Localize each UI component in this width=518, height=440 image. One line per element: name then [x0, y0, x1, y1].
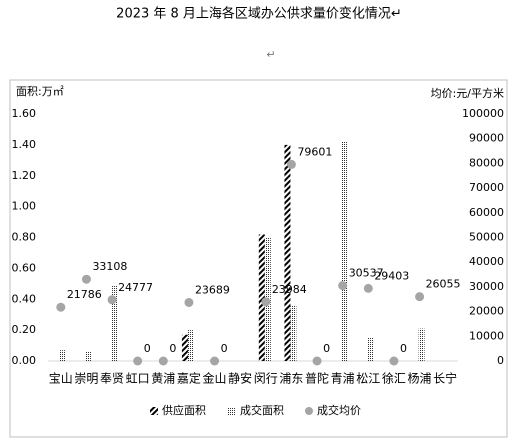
y-tick-label: 0.40 — [12, 292, 37, 305]
data-label: 30537 — [349, 267, 384, 280]
price-point — [286, 159, 296, 169]
y2-tick-label: 30000 — [469, 280, 504, 293]
data-label: 29403 — [374, 269, 409, 282]
price-point — [158, 356, 168, 366]
bar — [258, 234, 265, 361]
legend-swatch — [150, 407, 158, 415]
bar — [59, 350, 66, 361]
y2-tick-label: 90000 — [469, 132, 504, 145]
y2-tick-label: 10000 — [469, 329, 504, 342]
chart-title: 2023 年 8 月上海各区域办公供求量价变化情况↵ — [116, 6, 402, 22]
y2-tick-label: 0 — [497, 354, 504, 367]
bar — [111, 285, 118, 361]
bar — [284, 144, 291, 361]
x-tick-label: 普陀 — [305, 371, 329, 386]
y-tick-label: 0.60 — [12, 261, 37, 274]
legend-label: 成交均价 — [317, 403, 361, 417]
x-tick-label: 松江 — [356, 372, 380, 386]
bar — [187, 330, 194, 361]
price-point — [184, 297, 194, 307]
data-label: 23689 — [195, 283, 230, 296]
price-point — [261, 297, 271, 307]
y2-tick-label: 50000 — [469, 231, 504, 244]
bar — [367, 337, 374, 361]
x-tick-label: 金山 — [203, 371, 227, 386]
y2-tick-label: 70000 — [469, 181, 504, 194]
y-tick-label: 1.60 — [12, 107, 37, 120]
bar — [341, 141, 348, 361]
data-label: 0 — [169, 342, 176, 355]
data-label: 79601 — [297, 145, 332, 158]
bar — [85, 351, 92, 361]
price-point — [107, 295, 117, 305]
legend-swatch — [305, 407, 313, 415]
bar — [418, 328, 425, 361]
x-tick-label: 崇明 — [74, 372, 98, 386]
legend-label: 供应面积 — [162, 403, 206, 417]
y2-tick-label: 60000 — [469, 206, 504, 219]
price-point — [415, 292, 425, 302]
y-tick-label: 1.00 — [12, 200, 37, 213]
y-tick-label: 0.80 — [12, 231, 37, 244]
price-point — [338, 281, 348, 291]
data-label: 0 — [144, 342, 151, 355]
y2-axis-label: 均价:元/平方米 — [431, 86, 504, 100]
x-tick-label: 浦东 — [279, 372, 303, 386]
data-label: 0 — [323, 342, 330, 355]
price-point — [81, 274, 91, 284]
y-axis-label: 面积:万㎡ — [16, 85, 64, 98]
price-point — [133, 356, 143, 366]
price-point — [56, 302, 66, 312]
price-point — [210, 356, 220, 366]
data-label: 33108 — [92, 260, 127, 273]
y-tick-label: 1.40 — [12, 138, 37, 151]
bar — [181, 334, 188, 361]
x-tick-label: 杨浦 — [408, 371, 432, 386]
price-point — [312, 356, 322, 366]
data-label: 24777 — [118, 281, 153, 294]
paragraph-mark: ↵ — [266, 48, 275, 61]
x-tick-label: 虹口 — [126, 372, 150, 386]
y-tick-label: 0.00 — [12, 354, 37, 367]
data-label: 0 — [400, 342, 407, 355]
bar — [290, 305, 297, 361]
y2-tick-label: 80000 — [469, 156, 504, 169]
x-tick-label: 青浦 — [331, 372, 355, 386]
x-tick-label: 黄浦 — [151, 372, 175, 386]
chart-frame — [9, 79, 508, 438]
x-tick-label: 嘉定 — [177, 371, 201, 386]
x-tick-label: 静安 — [228, 371, 252, 386]
data-label: 23984 — [272, 283, 307, 296]
x-tick-label: 宝山 — [49, 372, 73, 386]
x-tick-label: 长宁 — [433, 371, 457, 386]
x-tick-label: 奉贤 — [100, 372, 124, 386]
x-tick-label: 徐汇 — [382, 371, 406, 386]
data-label: 0 — [221, 342, 228, 355]
data-label: 26055 — [426, 278, 461, 291]
x-tick-label: 闵行 — [254, 371, 278, 386]
price-point — [363, 283, 373, 293]
legend-label: 成交面积 — [240, 403, 284, 417]
y-tick-label: 1.20 — [12, 169, 37, 182]
legend-swatch — [228, 407, 236, 415]
y2-tick-label: 20000 — [469, 305, 504, 318]
data-label: 21786 — [67, 288, 102, 301]
y-tick-label: 0.20 — [12, 323, 37, 336]
price-point — [389, 356, 399, 366]
y2-tick-label: 100000 — [462, 107, 504, 120]
y2-tick-label: 40000 — [469, 255, 504, 268]
